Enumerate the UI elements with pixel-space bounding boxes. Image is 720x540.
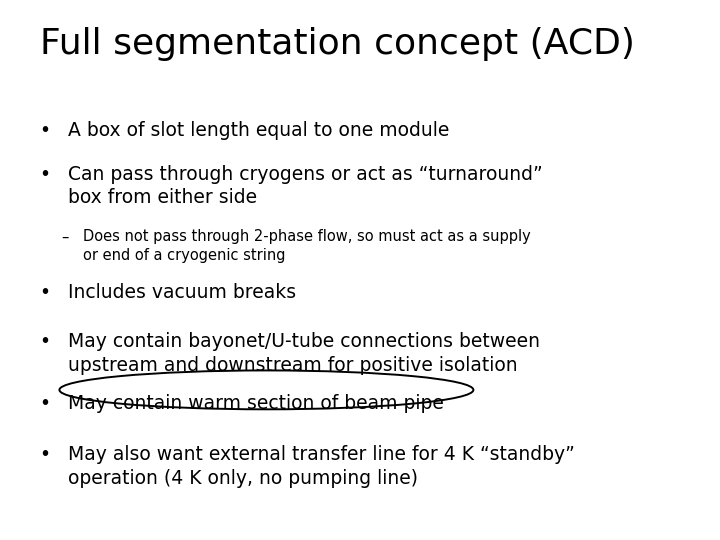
Text: Full segmentation concept (ACD): Full segmentation concept (ACD) xyxy=(40,27,634,61)
Text: •: • xyxy=(40,165,50,184)
Text: A box of slot length equal to one module: A box of slot length equal to one module xyxy=(68,122,450,140)
Text: •: • xyxy=(40,332,50,351)
Text: May contain warm section of beam pipe: May contain warm section of beam pipe xyxy=(68,394,444,413)
Text: •: • xyxy=(40,446,50,464)
Text: –: – xyxy=(61,230,68,245)
Text: Can pass through cryogens or act as “turnaround”
box from either side: Can pass through cryogens or act as “tur… xyxy=(68,165,543,207)
Text: Does not pass through 2-phase flow, so must act as a supply
or end of a cryogeni: Does not pass through 2-phase flow, so m… xyxy=(83,230,531,263)
Text: •: • xyxy=(40,394,50,413)
Text: May contain bayonet/U-tube connections between
upstream and downstream for posit: May contain bayonet/U-tube connections b… xyxy=(68,332,541,375)
Text: •: • xyxy=(40,284,50,302)
Text: Includes vacuum breaks: Includes vacuum breaks xyxy=(68,284,297,302)
Text: •: • xyxy=(40,122,50,140)
Text: May also want external transfer line for 4 K “standby”
operation (4 K only, no p: May also want external transfer line for… xyxy=(68,446,575,488)
